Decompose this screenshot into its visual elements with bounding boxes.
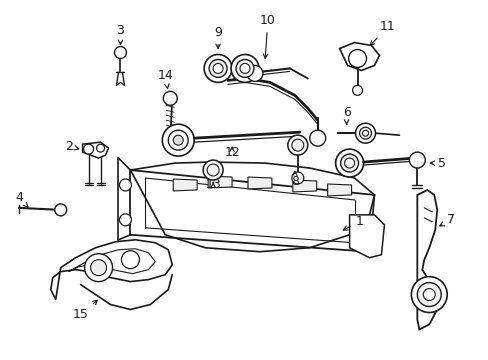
Polygon shape xyxy=(349,215,384,258)
Circle shape xyxy=(84,254,112,282)
Polygon shape xyxy=(51,240,172,300)
Text: 1: 1 xyxy=(343,215,363,230)
Text: 14: 14 xyxy=(157,69,173,89)
Circle shape xyxy=(203,160,223,180)
Polygon shape xyxy=(247,177,271,189)
Circle shape xyxy=(114,46,126,58)
Polygon shape xyxy=(327,184,351,196)
Text: 13: 13 xyxy=(205,179,221,192)
Circle shape xyxy=(348,50,366,67)
Circle shape xyxy=(359,127,371,139)
Circle shape xyxy=(352,85,362,95)
Circle shape xyxy=(362,130,368,136)
Circle shape xyxy=(416,283,440,306)
Circle shape xyxy=(236,59,253,77)
Circle shape xyxy=(162,124,194,156)
Circle shape xyxy=(423,289,434,301)
Polygon shape xyxy=(339,42,379,71)
Text: 3: 3 xyxy=(116,24,124,45)
Circle shape xyxy=(246,66,263,81)
Text: 11: 11 xyxy=(369,20,394,45)
Circle shape xyxy=(90,260,106,276)
Circle shape xyxy=(335,149,363,177)
Text: 10: 10 xyxy=(260,14,275,58)
Circle shape xyxy=(230,54,259,82)
Polygon shape xyxy=(130,162,374,252)
Polygon shape xyxy=(68,249,155,274)
Text: 2: 2 xyxy=(64,140,79,153)
Text: 15: 15 xyxy=(73,300,97,321)
Polygon shape xyxy=(208,176,232,188)
Circle shape xyxy=(83,144,93,154)
Circle shape xyxy=(213,63,223,73)
Circle shape xyxy=(287,135,307,155)
Circle shape xyxy=(203,54,232,82)
Polygon shape xyxy=(292,180,316,192)
Text: 4: 4 xyxy=(15,192,28,207)
Circle shape xyxy=(291,139,303,151)
Polygon shape xyxy=(173,179,197,191)
Circle shape xyxy=(410,276,447,312)
Circle shape xyxy=(209,59,226,77)
Circle shape xyxy=(355,123,375,143)
Circle shape xyxy=(207,164,219,176)
Text: 6: 6 xyxy=(342,106,350,125)
Circle shape xyxy=(163,91,177,105)
Circle shape xyxy=(173,135,183,145)
Text: 9: 9 xyxy=(214,26,222,49)
Polygon shape xyxy=(416,190,438,329)
Circle shape xyxy=(168,130,188,150)
Circle shape xyxy=(408,152,425,168)
Circle shape xyxy=(240,63,249,73)
Circle shape xyxy=(121,251,139,269)
Circle shape xyxy=(344,158,354,168)
Text: 7: 7 xyxy=(439,213,454,226)
Text: 8: 8 xyxy=(290,171,298,189)
Circle shape xyxy=(291,172,303,184)
Circle shape xyxy=(340,154,358,172)
Circle shape xyxy=(55,204,66,216)
Polygon shape xyxy=(82,142,108,158)
Text: 12: 12 xyxy=(224,145,240,159)
Circle shape xyxy=(119,179,131,191)
Circle shape xyxy=(119,214,131,226)
Text: 5: 5 xyxy=(429,157,446,170)
Circle shape xyxy=(309,130,325,146)
Circle shape xyxy=(96,144,104,152)
